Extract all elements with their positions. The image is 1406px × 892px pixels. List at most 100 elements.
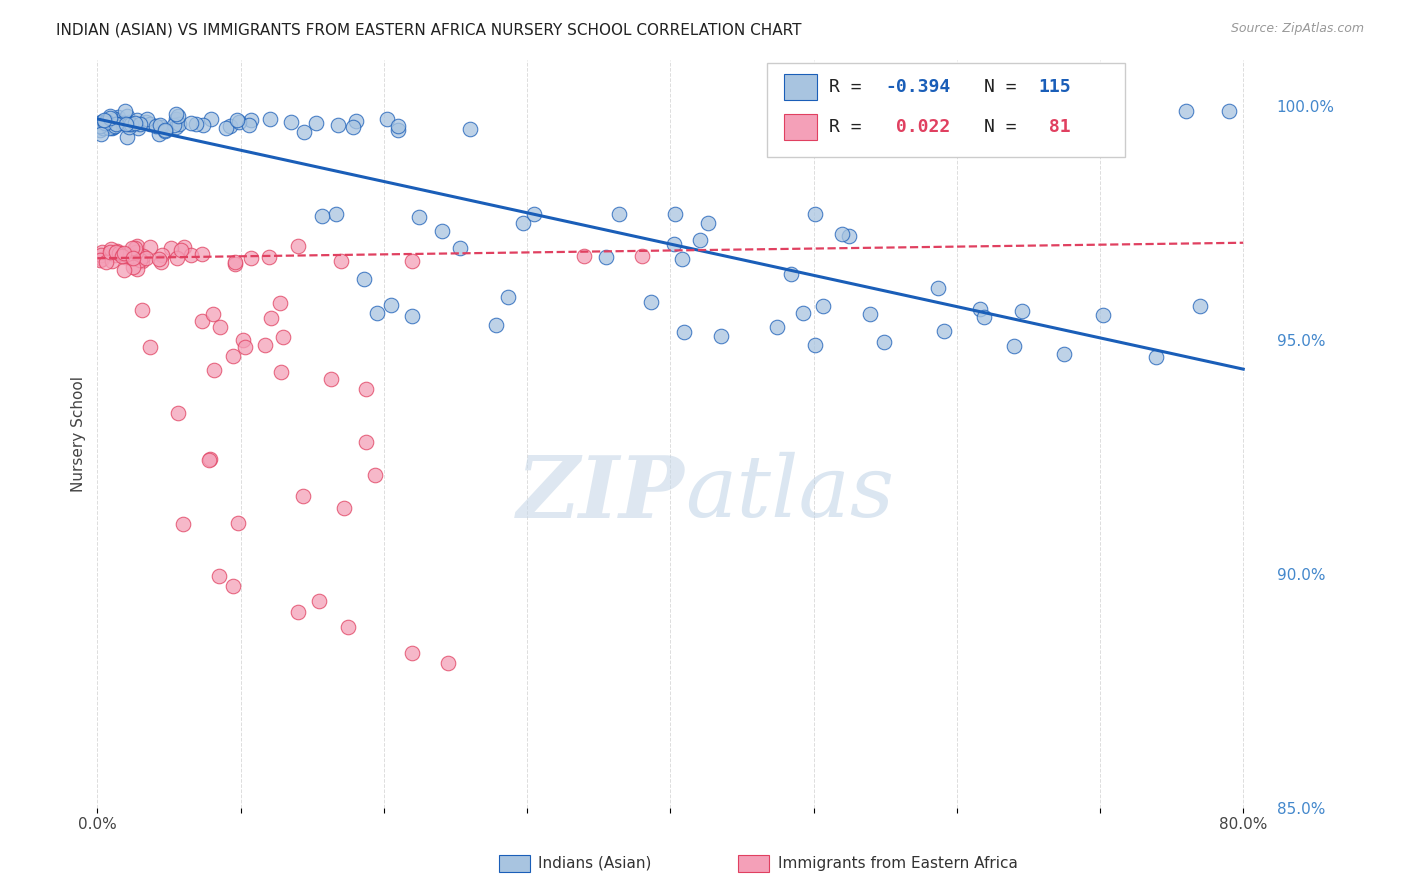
Point: [1052, 347, 1074, 361]
Point: [117, 120, 139, 134]
Point: [89, 119, 111, 133]
Point: [354, 434, 377, 449]
Point: [222, 349, 245, 363]
Point: [287, 239, 309, 253]
Point: [100, 243, 122, 257]
Point: [170, 244, 193, 258]
Point: [180, 116, 202, 130]
Point: [257, 250, 280, 264]
Point: [218, 119, 240, 133]
Point: [208, 568, 231, 582]
Point: [136, 112, 159, 127]
Text: N =: N =: [984, 78, 1028, 95]
Point: [149, 255, 172, 269]
Point: [101, 121, 124, 136]
Point: [811, 299, 834, 313]
Point: [225, 113, 247, 128]
Point: [287, 605, 309, 619]
Point: [132, 249, 155, 263]
Point: [100, 245, 122, 260]
Point: [408, 210, 430, 224]
Point: [333, 501, 356, 516]
Point: [198, 453, 221, 467]
Point: [193, 118, 215, 132]
Point: [607, 207, 630, 221]
Point: [105, 117, 128, 131]
Point: [107, 110, 129, 124]
Point: [104, 245, 127, 260]
Point: [430, 224, 453, 238]
Point: [105, 118, 128, 132]
Point: [89, 252, 111, 267]
Point: [101, 119, 124, 133]
Point: [401, 646, 423, 660]
Point: [401, 309, 423, 323]
Point: [104, 120, 127, 134]
Point: [166, 407, 188, 421]
Point: [167, 117, 190, 131]
Point: [138, 117, 160, 131]
Point: [190, 247, 212, 261]
Point: [101, 254, 124, 268]
Point: [91, 121, 114, 136]
Point: [239, 112, 262, 127]
Point: [98, 109, 121, 123]
Point: [90, 115, 112, 129]
Point: [664, 237, 686, 252]
Point: [672, 325, 695, 339]
Point: [166, 110, 188, 124]
Point: [325, 207, 347, 221]
Point: [124, 115, 146, 129]
Point: [260, 310, 283, 325]
Point: [120, 252, 142, 266]
Point: [523, 207, 546, 221]
Point: [155, 124, 177, 138]
Point: [150, 120, 173, 135]
Point: [1174, 104, 1197, 119]
Point: [232, 334, 254, 348]
Point: [710, 329, 733, 343]
Point: [94, 116, 117, 130]
Point: [831, 227, 853, 242]
Point: [838, 228, 860, 243]
Point: [353, 272, 375, 286]
Point: [89, 123, 111, 137]
Text: 115: 115: [1038, 78, 1071, 95]
FancyBboxPatch shape: [785, 74, 817, 100]
Text: Source: ZipAtlas.com: Source: ZipAtlas.com: [1230, 22, 1364, 36]
Point: [308, 594, 330, 608]
Point: [485, 318, 508, 333]
Text: Immigrants from Eastern Africa: Immigrants from Eastern Africa: [778, 856, 1018, 871]
Point: [96, 114, 118, 128]
Point: [125, 239, 148, 253]
Point: [165, 112, 187, 127]
Point: [115, 130, 138, 145]
Text: 0.022: 0.022: [886, 119, 950, 136]
Point: [148, 252, 170, 267]
Point: [125, 112, 148, 127]
Point: [90, 248, 112, 262]
Point: [201, 307, 224, 321]
Point: [259, 112, 281, 126]
Point: [104, 118, 127, 132]
Point: [127, 120, 149, 135]
Point: [121, 252, 143, 266]
Point: [190, 313, 212, 327]
Point: [927, 280, 949, 294]
Point: [97, 120, 120, 135]
Point: [114, 104, 136, 119]
Point: [104, 112, 127, 126]
Point: [574, 249, 596, 263]
Point: [128, 117, 150, 131]
Point: [1144, 350, 1167, 364]
Point: [112, 262, 135, 277]
Point: [112, 246, 135, 260]
Point: [166, 252, 188, 266]
Point: [165, 107, 187, 121]
Point: [1188, 299, 1211, 313]
Point: [202, 363, 225, 377]
Point: [90, 127, 112, 141]
Point: [208, 319, 231, 334]
Point: [124, 241, 146, 255]
Point: [671, 252, 693, 266]
